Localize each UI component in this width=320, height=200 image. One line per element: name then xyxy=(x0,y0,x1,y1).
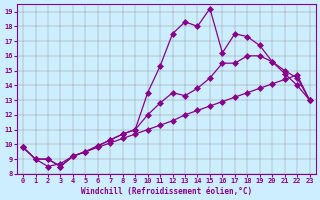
X-axis label: Windchill (Refroidissement éolien,°C): Windchill (Refroidissement éolien,°C) xyxy=(81,187,252,196)
